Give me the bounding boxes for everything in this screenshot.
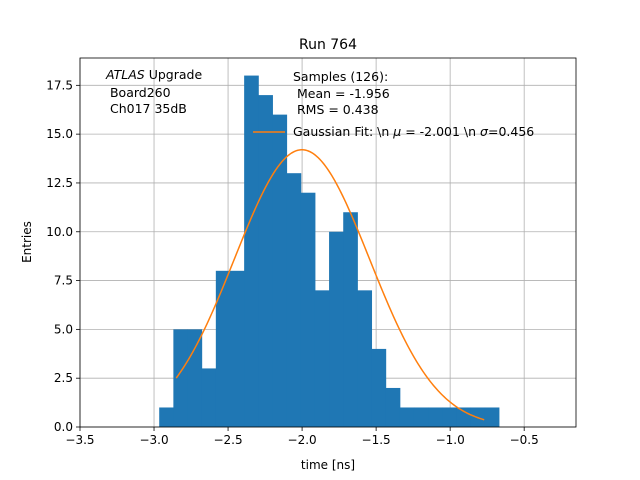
annotation-atlas: ATLAS [105, 67, 145, 82]
legend: Samples (126): Mean = -1.956 RMS = 0.438… [253, 69, 534, 139]
histogram-bar [428, 407, 443, 427]
histogram-bar [413, 407, 429, 427]
histogram-bar [371, 348, 387, 427]
annotation-upgrade: Upgrade [145, 67, 203, 82]
y-axis-ticks: 0.0 2.5 5.0 7.5 10.0 12.5 15.0 17.5 [46, 78, 80, 434]
plot-frame [79, 57, 577, 428]
y-tick-label: 7.5 [54, 274, 73, 288]
histogram-bar [201, 368, 217, 427]
x-axis-ticks: −3.5 −3.0 −2.5 −2.0 −1.5 −1.0 −0.5 [65, 427, 539, 447]
legend-fit-sigma-symbol: σ [480, 124, 489, 139]
histogram-bar [159, 407, 174, 427]
histogram-bar [215, 270, 231, 427]
legend-fit-mu-text: = -2.001 \n [401, 124, 480, 139]
legend-samples-line-2: Mean = -1.956 [293, 86, 390, 101]
y-tick-label: 5.0 [54, 322, 73, 336]
histogram-bar [272, 114, 288, 427]
histogram-bars [159, 75, 500, 428]
annotation-line-3: Ch017 35dB [106, 101, 187, 116]
legend-fit-prefix: Gaussian Fit: \n [293, 124, 393, 139]
x-axis-label: time [ns] [301, 458, 355, 472]
x-tick-label: −2.5 [213, 433, 242, 447]
annotation-line-2: Board260 [106, 85, 171, 100]
histogram-bar [244, 75, 259, 428]
y-axis-label: Entries [20, 221, 34, 263]
y-tick-label: 0.0 [54, 420, 73, 434]
legend-fit-mu-symbol: μ [392, 124, 401, 139]
histogram-bar [484, 407, 500, 427]
x-tick-label: −3.0 [139, 433, 168, 447]
y-tick-label: 10.0 [46, 225, 73, 239]
histogram-bar [173, 329, 189, 427]
histogram-bar [286, 173, 302, 427]
x-tick-label: −2.0 [288, 433, 317, 447]
histogram-bar [442, 407, 457, 427]
histogram-bar [314, 290, 330, 427]
histogram-bar [399, 407, 415, 427]
y-tick-label: 2.5 [54, 371, 73, 385]
x-tick-label: −0.5 [510, 433, 539, 447]
histogram-bar [300, 192, 316, 427]
gaussian-fit-curve [175, 149, 485, 421]
histogram-bar [343, 212, 358, 427]
legend-fit-sigma-text: =0.456 [488, 124, 534, 139]
y-tick-label: 17.5 [46, 78, 73, 92]
y-tick-label: 12.5 [46, 176, 73, 190]
legend-samples-line-3: RMS = 0.438 [293, 102, 379, 117]
chart-title: Run 764 [299, 37, 357, 53]
histogram-bar [329, 231, 344, 427]
annotation-line-1: ATLAS Upgrade [105, 67, 202, 82]
histogram-bar [229, 270, 245, 427]
legend-fit-label: Gaussian Fit: \n μ = -2.001 \n σ=0.456 [293, 124, 534, 139]
legend-samples-line-1: Samples (126): [293, 69, 388, 84]
histogram-bar [258, 95, 273, 427]
histogram-bar [357, 290, 373, 427]
histogram-bar [187, 329, 203, 427]
y-tick-label: 15.0 [46, 127, 73, 141]
x-tick-label: −3.5 [65, 433, 94, 447]
x-tick-label: −1.0 [436, 433, 465, 447]
histogram-bar [385, 387, 401, 427]
histogram-bar [456, 407, 472, 427]
x-tick-label: −1.5 [362, 433, 391, 447]
